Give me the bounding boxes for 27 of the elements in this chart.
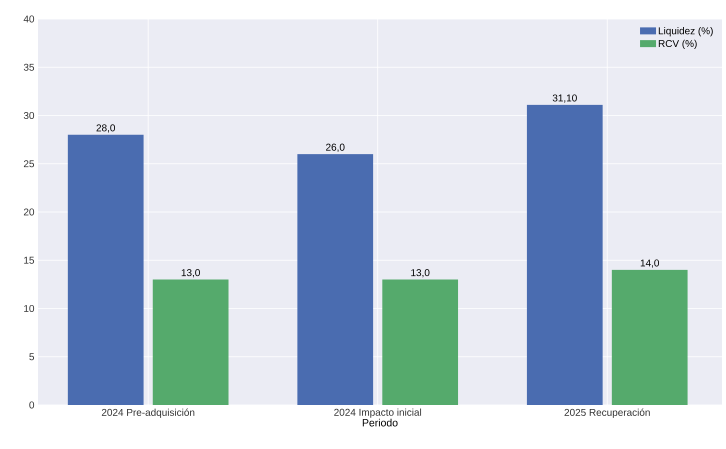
bar <box>68 134 144 405</box>
data-label: 13,0 <box>411 269 430 278</box>
bar <box>297 154 374 405</box>
bar <box>152 280 229 405</box>
y-tick-label: 15 <box>24 256 34 264</box>
y-tick-label: 0 <box>29 401 34 409</box>
y-tick-label: 25 <box>24 160 34 168</box>
legend-label: RCV (%) <box>658 40 697 50</box>
y-tick-label: 5 <box>29 353 34 360</box>
x-axis-title: Periodo <box>362 418 398 426</box>
x-tick-label: 2024 Impacto inicial <box>334 408 422 418</box>
data-label: 26,0 <box>326 144 345 152</box>
data-label: 28,0 <box>96 124 116 133</box>
y-tick-label: 30 <box>24 112 34 120</box>
y-tick-label: 40 <box>24 15 34 23</box>
x-tick-label: 2024 Pre-adquisición <box>102 408 194 418</box>
data-label: 13,0 <box>182 269 200 278</box>
data-label: 14,0 <box>640 259 660 268</box>
y-tick-label: 20 <box>24 208 34 216</box>
x-tick-label: 2025 Recuperación <box>564 408 650 418</box>
bar <box>612 270 688 405</box>
y-tick-label: 35 <box>24 64 34 71</box>
legend-label: Liquidez (%) <box>658 27 713 36</box>
data-label: 31,10 <box>552 94 577 103</box>
bar <box>382 280 458 405</box>
y-tick-label: 10 <box>24 304 34 312</box>
bar <box>526 104 603 405</box>
